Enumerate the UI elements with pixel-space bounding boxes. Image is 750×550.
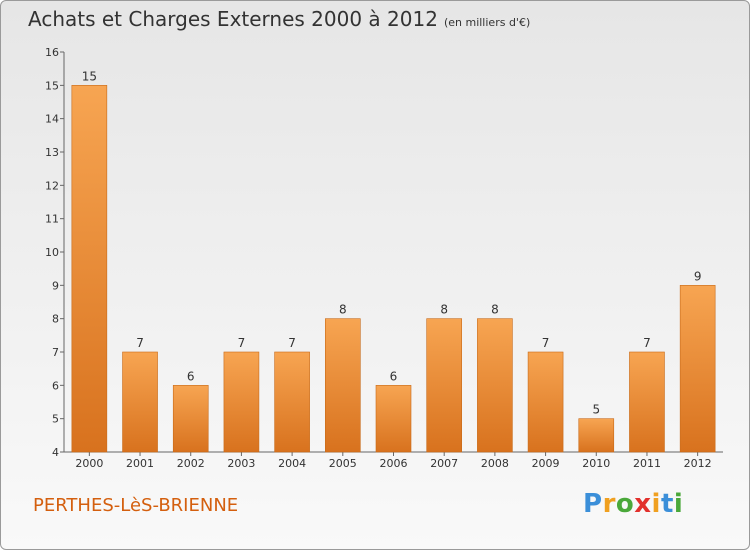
place-name: PERTHES-LèS-BRIENNE (33, 495, 239, 516)
data-label-2007: 8 (440, 303, 448, 317)
chart-title: Achats et Charges Externes 2000 à 2012 (28, 7, 438, 31)
logo-letter: t (660, 489, 674, 519)
logo-letter: i (673, 489, 684, 519)
bar-2008 (477, 318, 513, 453)
data-label-2009: 7 (542, 336, 550, 350)
data-label-2012: 9 (694, 269, 702, 283)
logo-letter: x (634, 489, 652, 519)
data-labels: 15 7 6 7 7 8 6 8 8 7 5 7 9 (82, 69, 702, 416)
bar-2012 (679, 285, 716, 453)
bar-2010 (578, 418, 615, 453)
x-tick-label: 2005 (329, 457, 357, 470)
x-tick-label: 2011 (633, 457, 661, 470)
y-tick-label: 14 (45, 113, 59, 126)
y-tick-label: 13 (45, 146, 59, 159)
y-tick-label: 15 (45, 79, 59, 92)
y-tick-label: 7 (52, 346, 59, 359)
logo-letter: P (583, 489, 603, 519)
data-label-2006: 6 (390, 369, 398, 383)
data-label-2003: 7 (238, 336, 246, 350)
bar-2004 (274, 351, 310, 453)
y-tick-label: 11 (45, 213, 59, 226)
chart-title-line: Achats et Charges Externes 2000 à 2012 (e… (28, 7, 530, 31)
logo-letter: r (602, 489, 616, 519)
data-label-2004: 7 (288, 336, 296, 350)
logo-letter: i (651, 489, 661, 519)
x-tick-label: 2004 (278, 457, 306, 470)
bar-2006 (375, 385, 412, 453)
x-tick-label: 2001 (126, 457, 154, 470)
bar-2007 (426, 318, 462, 453)
x-tick-label: 2000 (75, 457, 103, 470)
bar-2003 (223, 351, 260, 453)
chart-subtitle: (en milliers d'€) (443, 16, 531, 29)
data-label-2002: 6 (187, 369, 195, 383)
data-label-2011: 7 (643, 336, 651, 350)
x-tick-label: 2009 (532, 457, 560, 470)
x-tick-label: 2008 (481, 457, 509, 470)
data-label-2000: 15 (82, 69, 97, 83)
x-tick-label: 2012 (684, 457, 712, 470)
x-tick-label: 2007 (430, 457, 458, 470)
y-tick-label: 12 (45, 179, 59, 192)
data-label-2008: 8 (491, 303, 499, 317)
data-label-2010: 5 (592, 403, 600, 417)
y-tick-label: 4 (52, 446, 59, 459)
x-tick-label: 2002 (177, 457, 205, 470)
x-tick-label: 2010 (582, 457, 610, 470)
bar-2000 (71, 85, 108, 453)
bars (71, 85, 716, 453)
bar-2011 (629, 351, 665, 453)
proxiti-logo: Proxiti (583, 489, 683, 519)
y-tick-label: 5 (52, 413, 59, 426)
bar-2002 (172, 385, 209, 453)
y-tick-label: 8 (52, 313, 59, 326)
data-label-2001: 7 (136, 336, 144, 350)
y-tick-label: 6 (52, 379, 59, 392)
data-label-2005: 8 (339, 303, 347, 317)
logo-letter: o (615, 489, 635, 519)
y-tick-label: 16 (45, 46, 59, 59)
y-tick-label: 10 (45, 246, 59, 259)
x-tick-label: 2006 (380, 457, 408, 470)
bar-2005 (325, 318, 361, 453)
x-tick-label: 2003 (227, 457, 255, 470)
bar-2001 (122, 351, 158, 453)
bar-2009 (527, 351, 564, 453)
y-tick-label: 9 (52, 279, 59, 292)
